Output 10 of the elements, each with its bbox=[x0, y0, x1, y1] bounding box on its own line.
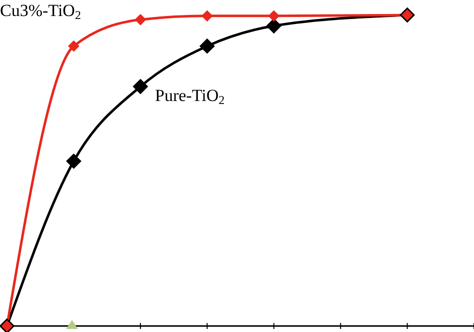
point bbox=[266, 18, 282, 34]
point bbox=[200, 38, 215, 54]
point bbox=[202, 10, 213, 22]
point bbox=[68, 40, 80, 52]
series-label: Pure-TiO$_{2}$ bbox=[155, 86, 225, 107]
point bbox=[66, 154, 82, 169]
series-label: Cu3%-TiO$_{2}$ bbox=[0, 1, 81, 22]
point bbox=[134, 14, 146, 26]
point bbox=[268, 10, 280, 22]
point bbox=[132, 79, 148, 94]
